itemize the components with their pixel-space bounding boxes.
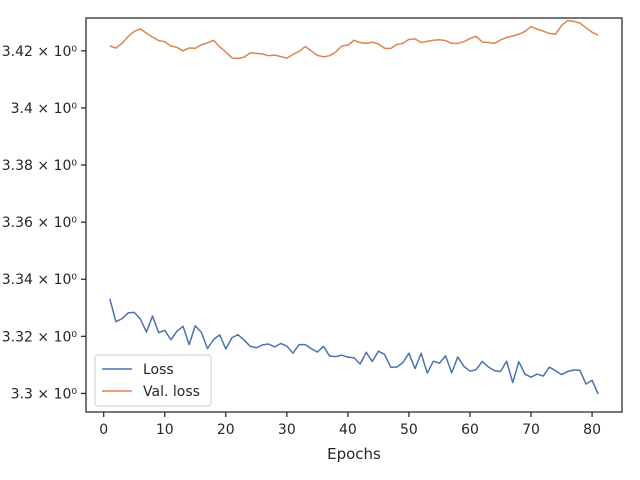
y-tick-label: 3.38 × 10⁰ bbox=[2, 158, 78, 174]
axes-layer: 0 10 20 30 40 50 60 70 80 3.3 × 10⁰ 3.32 × 10⁰ 3.34… bbox=[2, 17, 623, 438]
y-tick-label: 3.36 × 10⁰ bbox=[2, 215, 78, 231]
x-tick-label: 70 bbox=[522, 422, 540, 438]
y-tick-label: 3.34 × 10⁰ bbox=[2, 272, 78, 288]
legend-box bbox=[94, 354, 212, 407]
x-axis-label: Epochs bbox=[327, 445, 381, 463]
legend-label-loss: Loss bbox=[143, 362, 174, 378]
series-line-1 bbox=[109, 19, 599, 60]
plot-area bbox=[86, 18, 622, 412]
series-line-0 bbox=[109, 298, 599, 395]
legend-label-val-loss: Val. loss bbox=[143, 384, 200, 400]
y-tick-label: 3.3 × 10⁰ bbox=[11, 386, 78, 402]
x-tick-label: 0 bbox=[99, 422, 108, 438]
legend: Loss Val. loss bbox=[94, 354, 212, 407]
y-tick-label: 3.32 × 10⁰ bbox=[2, 329, 78, 345]
x-tick-label: 30 bbox=[278, 422, 296, 438]
axes-frame bbox=[85, 17, 623, 413]
x-tick-label: 20 bbox=[217, 422, 235, 438]
plot-background bbox=[86, 18, 622, 412]
x-tick-label: 50 bbox=[400, 422, 418, 438]
series-layer bbox=[109, 19, 599, 395]
y-tick-label: 3.42 × 10⁰ bbox=[2, 44, 78, 60]
x-tick-label: 80 bbox=[583, 422, 601, 438]
x-tick-label: 40 bbox=[339, 422, 357, 438]
y-tick-label: 3.4 × 10⁰ bbox=[11, 101, 78, 117]
x-tick-label: 10 bbox=[156, 422, 174, 438]
x-tick-label: 60 bbox=[461, 422, 479, 438]
